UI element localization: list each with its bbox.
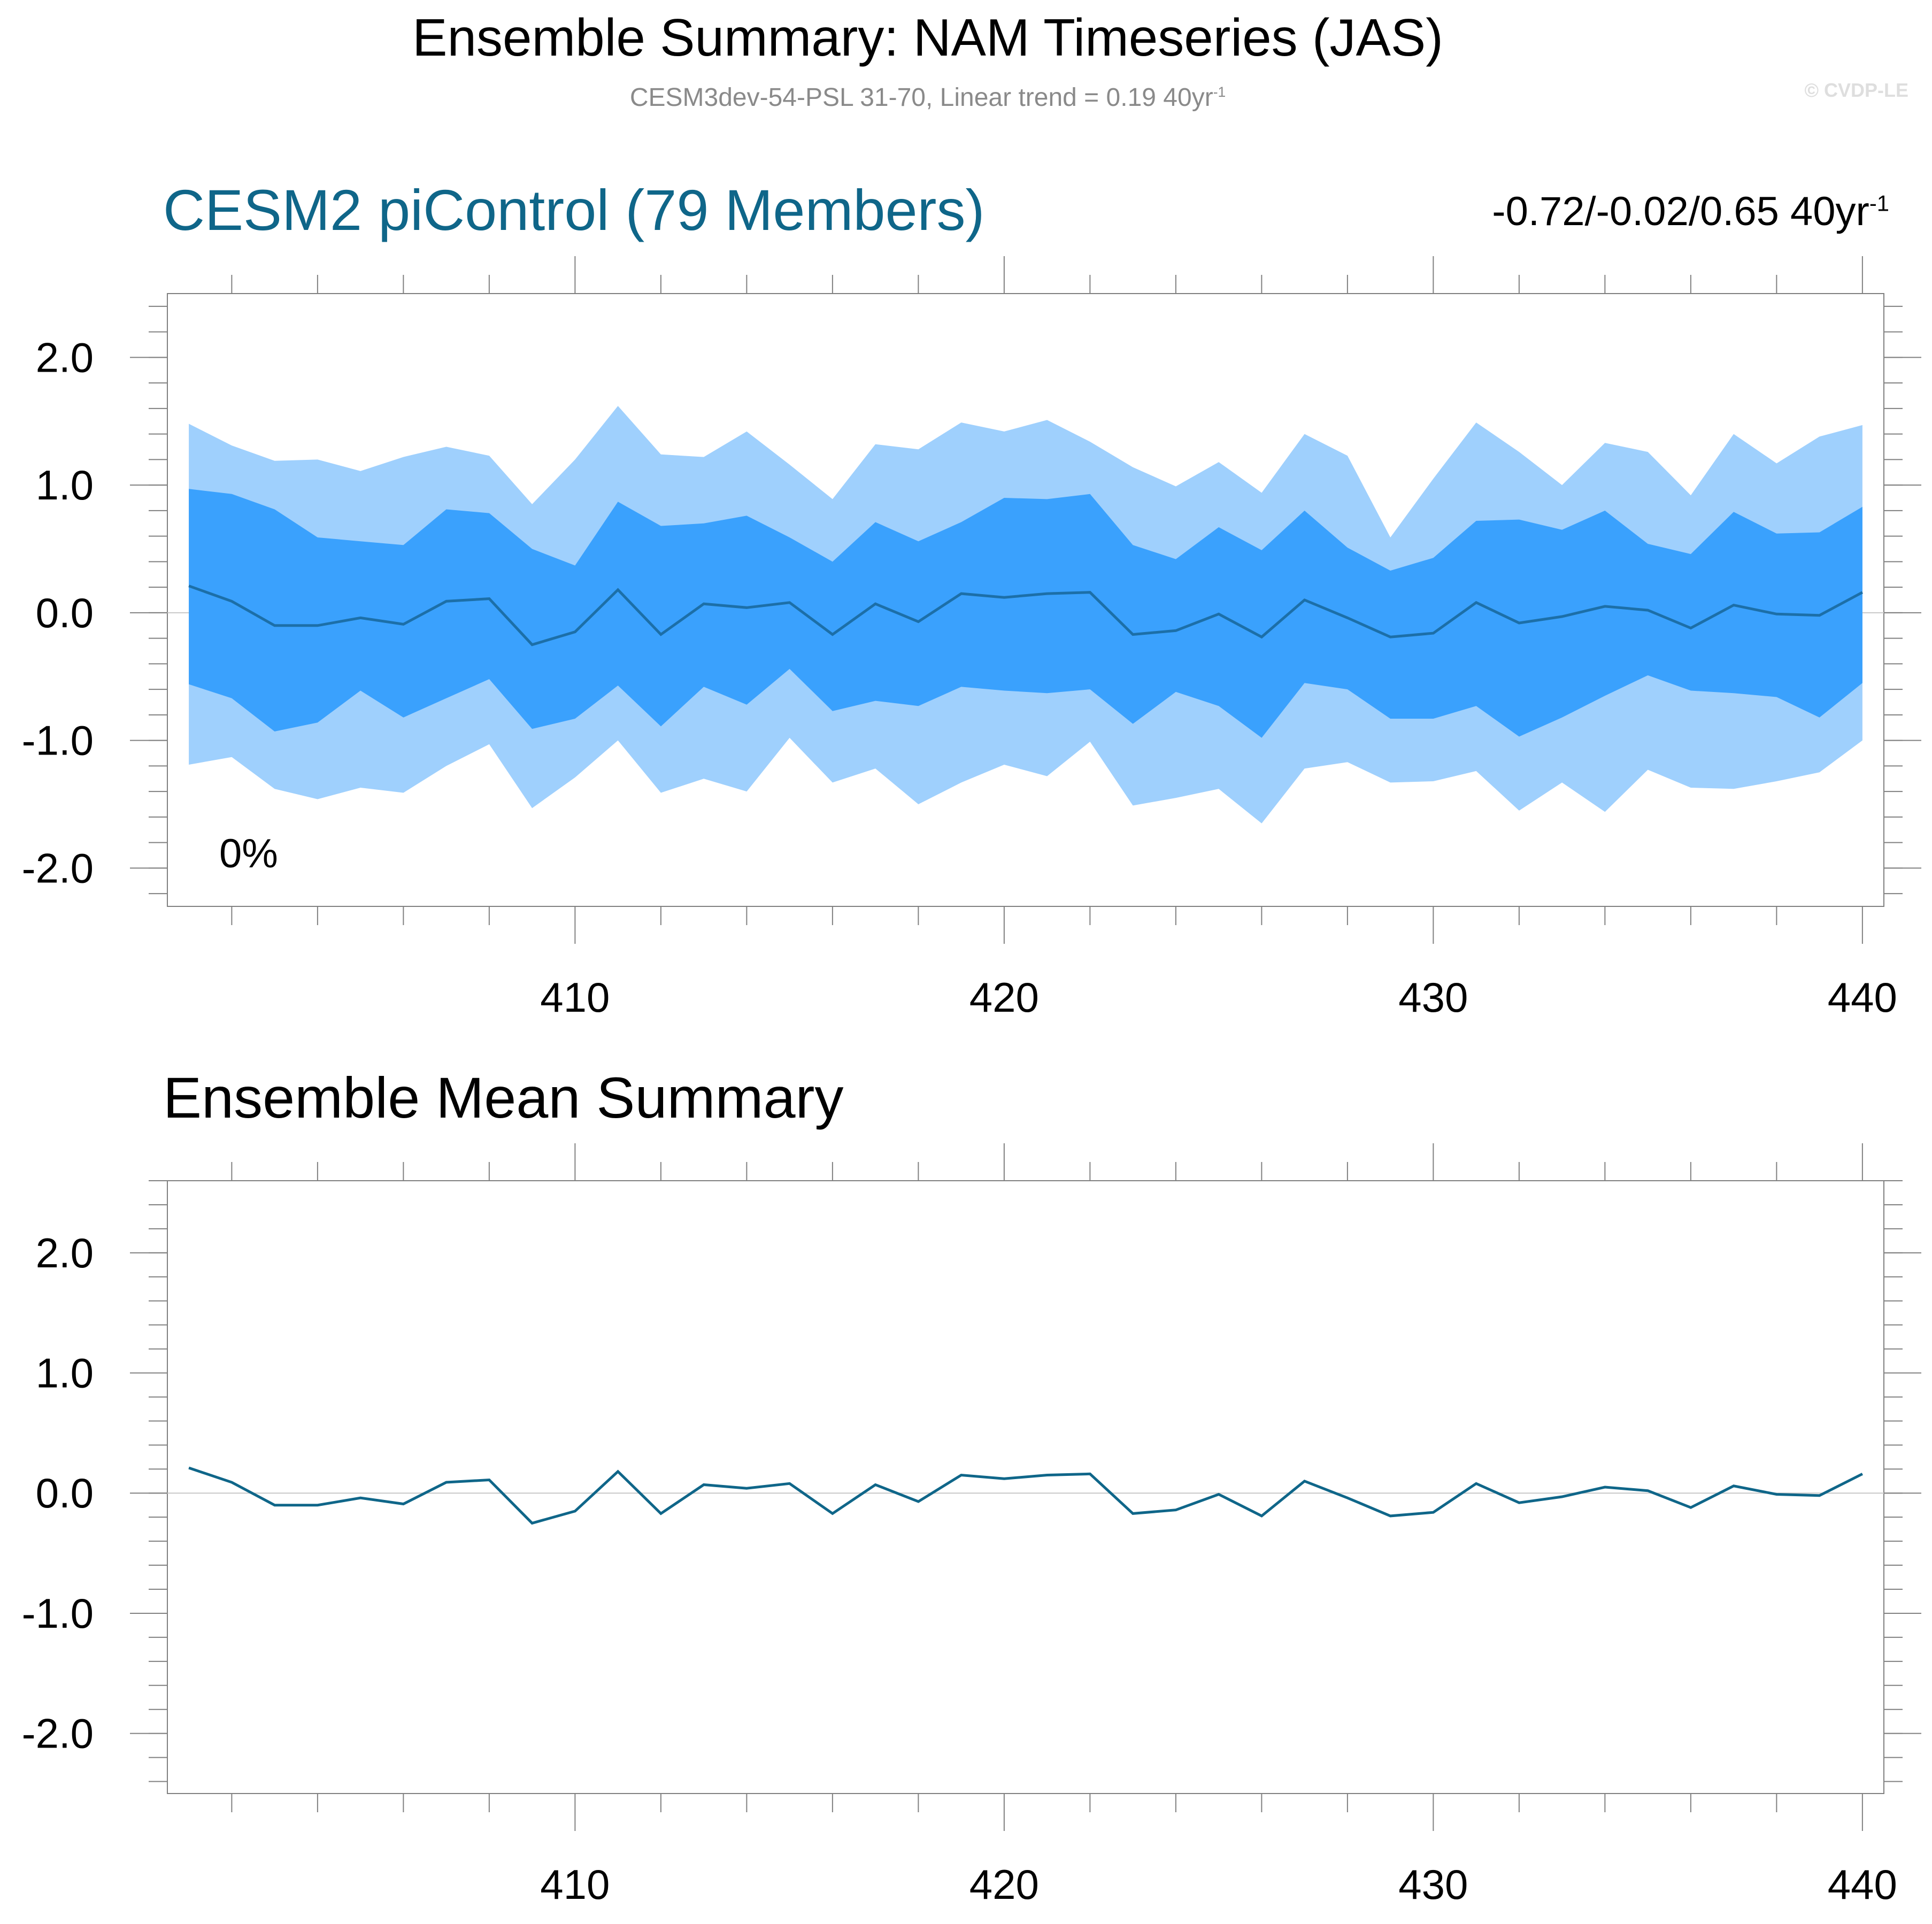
watermark: © CVDP-LE — [1804, 79, 1908, 101]
ensemble-mean-line — [188, 1466, 1864, 1525]
main-title: Ensemble Summary: NAM Timeseries (JAS) — [412, 8, 1443, 67]
plot-frame — [167, 293, 1884, 907]
panel2-title: Ensemble Mean Summary — [163, 1065, 844, 1130]
x-tick-label: 430 — [1398, 974, 1468, 1021]
subtitle-superscript: -1 — [1213, 84, 1226, 100]
x-tick-label: 440 — [1828, 1861, 1897, 1908]
x-tick-label: 410 — [540, 974, 610, 1021]
inner-spread-band — [189, 489, 1862, 738]
x-tick-label: 420 — [969, 974, 1039, 1021]
plot-frame — [167, 1180, 1884, 1794]
x-tick-label: 440 — [1828, 974, 1897, 1021]
panel1-ensemble-spread-chart: 0% 2.0 1.0 0.0 -1.0 -2.0 410 420 430 440 — [22, 256, 1921, 1021]
x-tick-label: 410 — [540, 1861, 610, 1908]
y-tick-label: 0.0 — [36, 1469, 94, 1517]
subtitle-text: CESM3dev-54-PSL 31-70, Linear trend = 0.… — [629, 83, 1213, 112]
x-tick-label: 430 — [1398, 1861, 1468, 1908]
y-tick-label: 2.0 — [36, 1229, 94, 1276]
y-tick-label: 1.0 — [36, 1350, 94, 1397]
trend-range-label: -0.72/-0.02/0.65 40yr-1 — [1492, 188, 1889, 235]
y-tick-label: 1.0 — [36, 461, 94, 509]
y-tick-label: 0.0 — [36, 589, 94, 636]
panel2-ensemble-mean-chart: 2.0 1.0 0.0 -1.0 -2.0 410 420 430 440 — [22, 1143, 1921, 1908]
percent-annotation: 0% — [219, 831, 278, 876]
trend-range-text: -0.72/-0.02/0.65 40yr — [1492, 189, 1869, 234]
subtitle: CESM3dev-54-PSL 31-70, Linear trend = 0.… — [0, 83, 1856, 112]
y-tick-label: -1.0 — [22, 717, 94, 764]
ensemble-mean-line — [188, 584, 1864, 647]
x-tick-label: 420 — [969, 1861, 1039, 1908]
y-tick-label: -2.0 — [22, 844, 94, 891]
trend-range-superscript: -1 — [1869, 190, 1889, 216]
panel1-title: CESM2 piControl (79 Members) — [163, 178, 985, 242]
y-tick-label: -1.0 — [22, 1590, 94, 1637]
y-tick-label: 2.0 — [36, 334, 94, 381]
y-tick-label: -2.0 — [22, 1710, 94, 1757]
